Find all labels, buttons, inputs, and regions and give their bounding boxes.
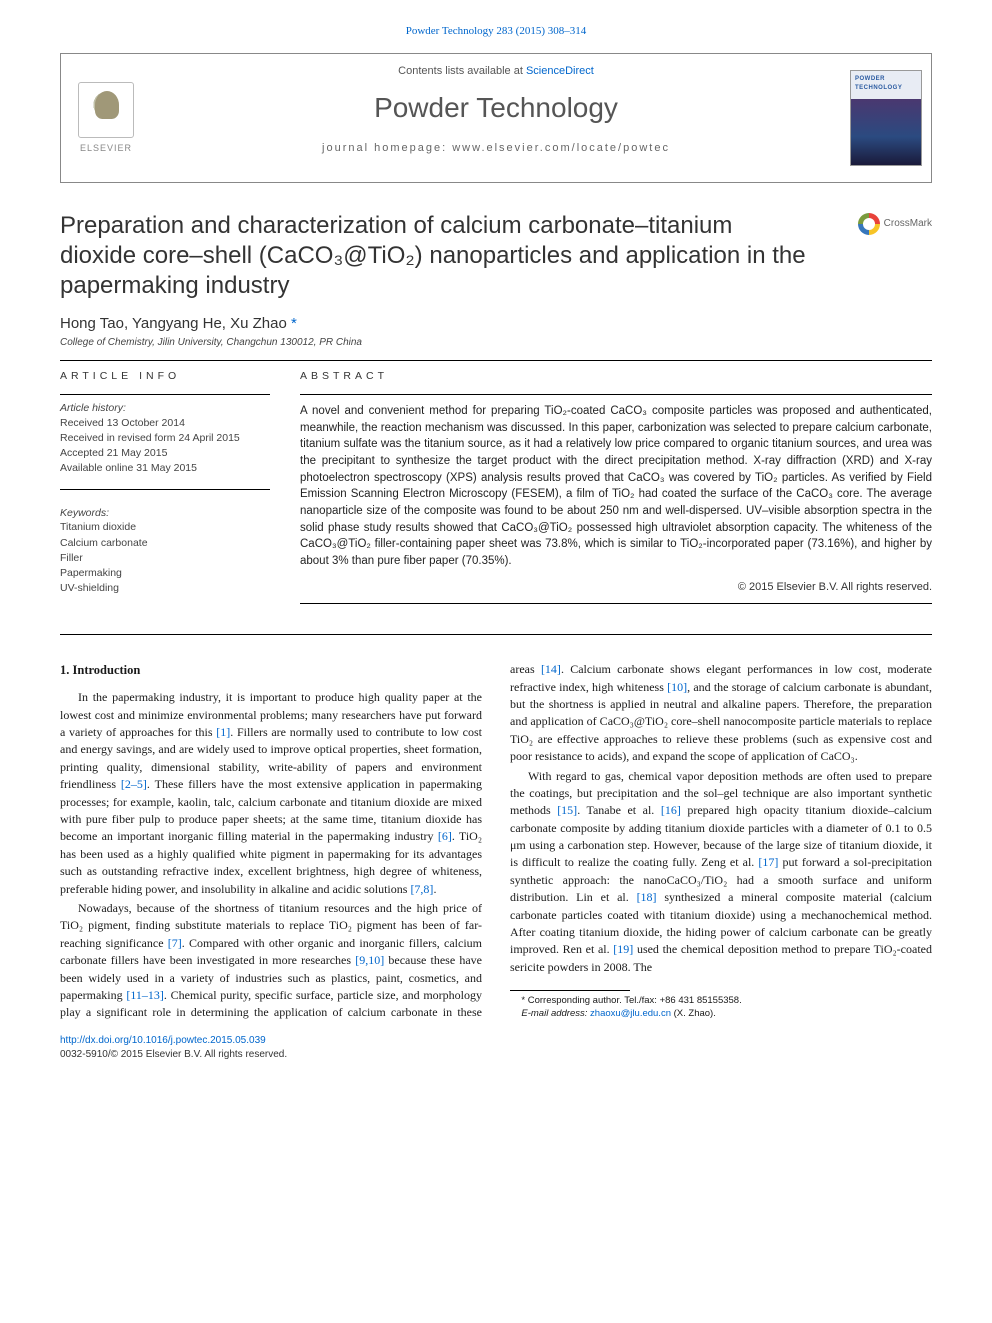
doi-link[interactable]: http://dx.doi.org/10.1016/j.powtec.2015.…	[60, 1035, 266, 1046]
issn-copyright: 0032-5910/© 2015 Elsevier B.V. All right…	[60, 1049, 287, 1060]
journal-homepage: journal homepage: www.elsevier.com/locat…	[161, 141, 831, 156]
ref-9-10[interactable]: [9,10]	[355, 953, 384, 967]
para-3: With regard to gas, chemical vapor depos…	[510, 768, 932, 977]
history-label: Article history:	[60, 401, 270, 416]
kw-1: Calcium carbonate	[60, 536, 270, 551]
ref-11-13[interactable]: [11–13]	[126, 988, 164, 1002]
kw-0: Titanium dioxide	[60, 520, 270, 535]
kw-2: Filler	[60, 551, 270, 566]
abstract-copyright: © 2015 Elsevier B.V. All rights reserved…	[300, 580, 932, 595]
ref-15[interactable]: [15]	[557, 803, 577, 817]
corr-marker: *	[291, 315, 297, 332]
elsevier-tree-icon	[78, 82, 134, 138]
info-rule	[60, 394, 270, 395]
cover-image	[850, 70, 922, 166]
ref-2-5[interactable]: [2–5]	[121, 777, 147, 791]
top-citation: Powder Technology 283 (2015) 308–314	[0, 0, 992, 45]
rule-top	[60, 360, 932, 361]
ref-10b[interactable]: [10]	[667, 680, 687, 694]
author-names: Hong Tao, Yangyang He, Xu Zhao	[60, 315, 291, 332]
section-1-heading: 1. Introduction	[60, 661, 482, 679]
footnote-rule	[510, 990, 630, 991]
homepage-prefix: journal homepage:	[322, 142, 452, 154]
keywords-label: Keywords:	[60, 506, 270, 521]
ref-1[interactable]: [1]	[216, 725, 230, 739]
ref-14[interactable]: [14]	[541, 662, 561, 676]
kw-4: UV-shielding	[60, 581, 270, 596]
footnote-corr: * Corresponding author. Tel./fax: +86 43…	[510, 995, 932, 1008]
crossmark-badge[interactable]: CrossMark	[858, 213, 932, 235]
contents-prefix: Contents lists available at	[398, 65, 526, 77]
homepage-url[interactable]: www.elsevier.com/locate/powtec	[452, 142, 670, 154]
authors-line: Hong Tao, Yangyang He, Xu Zhao *	[60, 313, 932, 334]
crossmark-icon	[858, 213, 880, 235]
article-info-heading: ARTICLE INFO	[60, 369, 270, 384]
rule-mid	[60, 634, 932, 635]
info-rule-2	[60, 489, 270, 490]
article-title: Preparation and characterization of calc…	[60, 211, 932, 301]
top-citation-link[interactable]: Powder Technology 283 (2015) 308–314	[406, 25, 587, 37]
affiliation: College of Chemistry, Jilin University, …	[60, 336, 932, 350]
header-center: Contents lists available at ScienceDirec…	[151, 54, 841, 182]
contents-available: Contents lists available at ScienceDirec…	[161, 64, 831, 79]
journal-cover	[841, 54, 931, 182]
history-2: Accepted 21 May 2015	[60, 446, 270, 461]
crossmark-label: CrossMark	[884, 217, 932, 231]
para-1: In the papermaking industry, it is impor…	[60, 689, 482, 898]
abstract-rule	[300, 394, 932, 395]
ref-18[interactable]: [18]	[637, 890, 657, 904]
sciencedirect-link[interactable]: ScienceDirect	[526, 65, 594, 77]
ref-6[interactable]: [6]	[438, 829, 452, 843]
ref-17[interactable]: [17]	[758, 855, 778, 869]
abstract-text: A novel and convenient method for prepar…	[300, 403, 932, 570]
kw-3: Papermaking	[60, 566, 270, 581]
journal-name: Powder Technology	[161, 88, 831, 127]
ref-7-8[interactable]: [7,8]	[410, 882, 433, 896]
publisher-logo: ELSEVIER	[61, 54, 151, 182]
corr-email-link[interactable]: zhaoxu@jlu.edu.cn	[590, 1008, 671, 1019]
history-0: Received 13 October 2014	[60, 416, 270, 431]
journal-header: ELSEVIER Contents lists available at Sci…	[60, 53, 932, 183]
history-1: Received in revised form 24 April 2015	[60, 431, 270, 446]
abstract-rule-bottom	[300, 603, 932, 604]
publisher-name: ELSEVIER	[80, 142, 132, 155]
ref-19[interactable]: [19]	[613, 942, 633, 956]
ref-7b[interactable]: [7]	[168, 936, 182, 950]
footnote-email: E-mail address: zhaoxu@jlu.edu.cn (X. Zh…	[510, 1008, 932, 1021]
body-text: 1. Introduction In the papermaking indus…	[60, 661, 932, 1022]
bottom-block: http://dx.doi.org/10.1016/j.powtec.2015.…	[60, 1034, 932, 1062]
article-info: ARTICLE INFO Article history: Received 1…	[60, 369, 270, 604]
history-3: Available online 31 May 2015	[60, 461, 270, 476]
ref-16[interactable]: [16]	[661, 803, 681, 817]
abstract-heading: ABSTRACT	[300, 369, 932, 384]
abstract: ABSTRACT A novel and convenient method f…	[300, 369, 932, 604]
